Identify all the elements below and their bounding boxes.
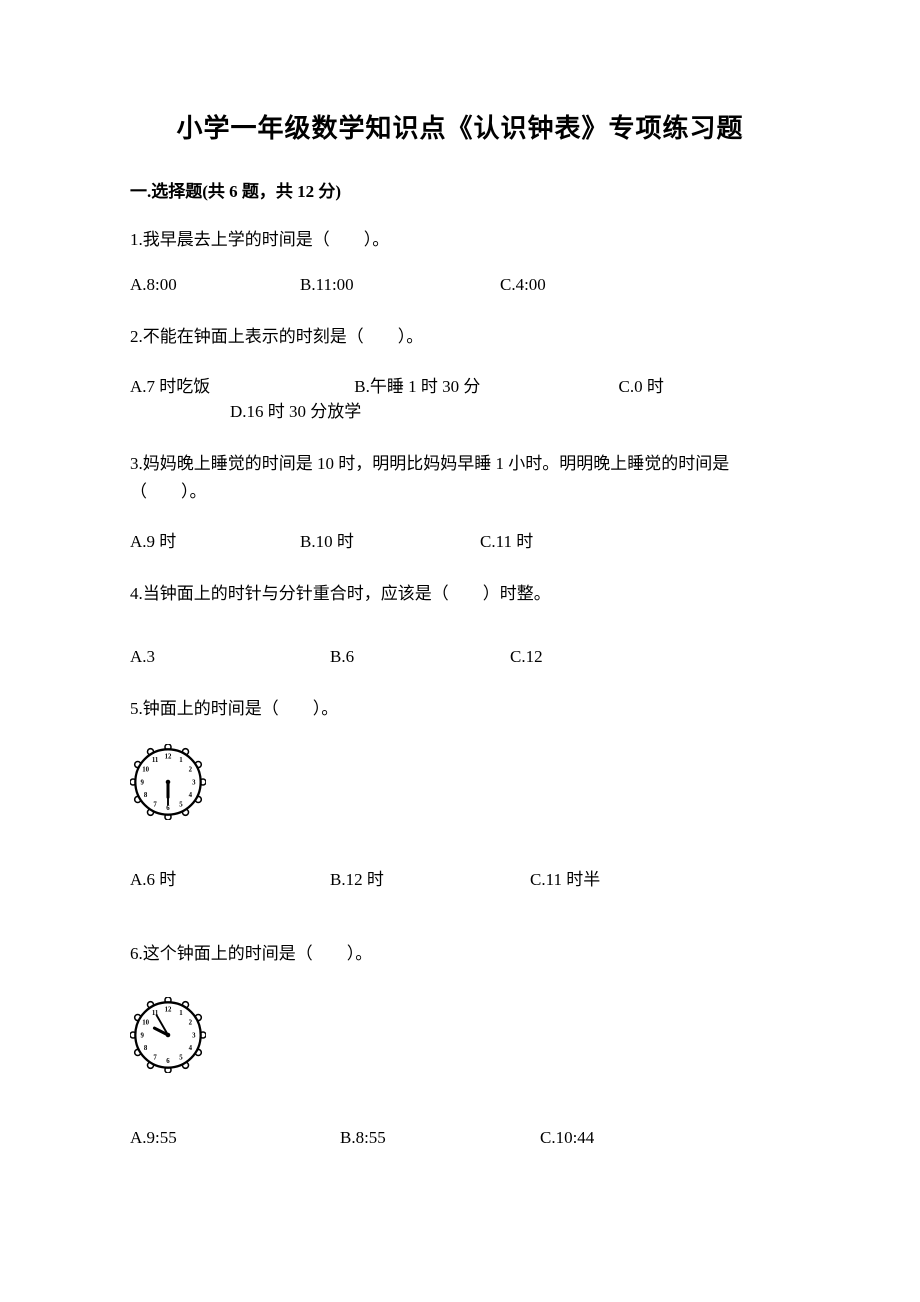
q6-option-b: B.8:55 [340,1128,540,1148]
question-1-options: A.8:00 B.11:00 C.4:00 [130,275,790,295]
svg-text:9: 9 [140,1033,144,1040]
svg-text:3: 3 [192,779,196,786]
question-2-text: 2.不能在钟面上表示的时刻是（ ）。 [130,323,790,350]
svg-text:1: 1 [179,1010,183,1017]
svg-text:10: 10 [142,1020,149,1027]
q3-option-c: C.11 时 [480,527,533,552]
q2-option-a: A.7 时吃饭 [130,372,350,397]
q5-option-c: C.11 时半 [530,865,600,890]
svg-text:2: 2 [189,1020,193,1027]
svg-text:9: 9 [140,779,144,786]
svg-text:8: 8 [144,792,148,799]
question-4-options: A.3 B.6 C.12 [130,647,790,667]
section-header: 一.选择题(共 6 题，共 12 分) [130,177,790,202]
q2-option-b: B.午睡 1 时 30 分 [354,372,614,397]
svg-text:4: 4 [189,792,193,799]
svg-text:10: 10 [142,766,149,773]
svg-text:12: 12 [165,1007,172,1014]
q4-option-c: C.12 [510,647,543,667]
svg-text:8: 8 [144,1046,148,1053]
svg-text:3: 3 [192,1033,196,1040]
svg-text:6: 6 [166,1058,170,1065]
question-5-options: A.6 时 B.12 时 C.11 时半 [130,865,790,890]
q4-option-a: A.3 [130,647,330,667]
svg-text:7: 7 [153,1055,157,1062]
svg-text:5: 5 [179,802,183,809]
q1-option-a: A.8:00 [130,275,300,295]
q6-option-c: C.10:44 [540,1128,594,1148]
q3-option-b: B.10 时 [300,527,480,552]
q1-option-c: C.4:00 [500,275,546,295]
q2-option-c: C.0 时 [619,372,664,397]
svg-text:7: 7 [153,802,157,809]
q1-option-b: B.11:00 [300,275,500,295]
svg-text:2: 2 [189,766,193,773]
svg-text:12: 12 [165,754,172,761]
svg-text:4: 4 [189,1046,193,1053]
question-6-options: A.9:55 B.8:55 C.10:44 [130,1128,790,1148]
svg-text:1: 1 [179,757,183,764]
q2-option-d: D.16 时 30 分放学 [230,397,361,422]
question-6-text: 6.这个钟面上的时间是（ ）。 [130,940,790,967]
q5-clock-container: 123456789101112 [130,744,790,825]
q6-option-a: A.9:55 [130,1128,340,1148]
clock-icon-q5: 123456789101112 [130,744,206,820]
svg-text:5: 5 [179,1055,183,1062]
q4-option-b: B.6 [330,647,510,667]
q6-clock-container: 123456789101112 [130,997,790,1078]
q5-option-a: A.6 时 [130,865,330,890]
question-3-text: 3.妈妈晚上睡觉的时间是 10 时，明明比妈妈早睡 1 小时。明明晚上睡觉的时间… [130,450,790,504]
page-title: 小学一年级数学知识点《认识钟表》专项练习题 [130,108,790,145]
question-3-options: A.9 时 B.10 时 C.11 时 [130,527,790,552]
question-1-text: 1.我早晨去上学的时间是（ ）。 [130,226,790,253]
clock-icon-q6: 123456789101112 [130,997,206,1073]
question-4-text: 4.当钟面上的时针与分针重合时，应该是（ ）时整。 [130,580,790,607]
svg-text:11: 11 [152,757,159,764]
question-5-text: 5.钟面上的时间是（ ）。 [130,695,790,722]
q5-option-b: B.12 时 [330,865,530,890]
question-2-options: A.7 时吃饭 B.午睡 1 时 30 分 C.0 时 D.16 时 30 分放… [130,372,790,422]
q3-option-a: A.9 时 [130,527,300,552]
svg-text:6: 6 [166,805,170,812]
